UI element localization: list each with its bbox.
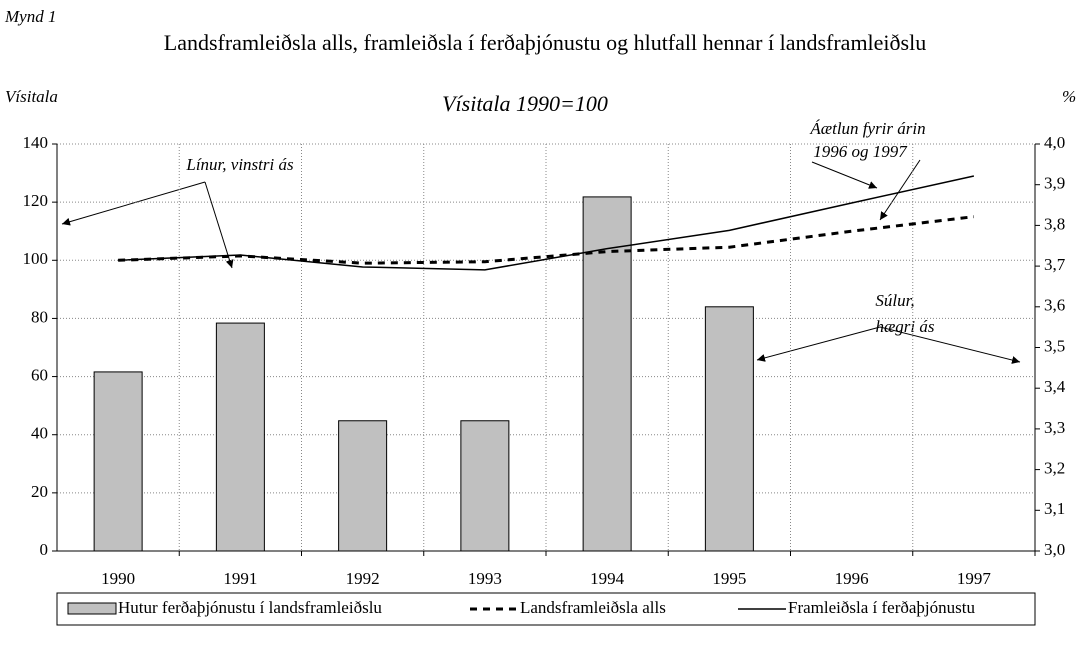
y2-tick-label: 3,3: [1044, 418, 1065, 437]
bar: [460, 420, 510, 552]
x-tick-label: 1997: [957, 569, 992, 588]
y2-axis-label: %: [1062, 87, 1076, 106]
legend-label: Landsframleiðsla alls: [520, 598, 666, 617]
y-tick-label: 40: [31, 424, 48, 443]
y-tick-label: 100: [23, 249, 49, 268]
x-tick-label: 1991: [223, 569, 257, 588]
y-axis-label: Vísitala: [5, 87, 58, 106]
legend-label: Framleiðsla í ferðaþjónustu: [788, 598, 975, 617]
bar: [215, 322, 265, 552]
bar: [338, 420, 388, 552]
y-tick-label: 80: [31, 307, 48, 326]
y2-tick-label: 3,0: [1044, 540, 1065, 559]
y2-tick-label: 3,8: [1044, 214, 1065, 233]
bar: [704, 306, 754, 552]
annotation: Áætlun fyrir árin: [809, 119, 925, 138]
y2-tick-label: 3,2: [1044, 459, 1065, 478]
legend-box: [56, 592, 1036, 626]
legend-label: Hutur ferðaþjónustu í landsframleiðslu: [118, 598, 382, 617]
annotation: hægri ás: [875, 317, 934, 336]
y2-tick-label: 3,5: [1044, 336, 1065, 355]
annotation-arrows: [61, 159, 1021, 364]
y-tick-label: 20: [31, 482, 48, 501]
y2-tick-label: 3,9: [1044, 174, 1065, 193]
y2-tick-label: 3,1: [1044, 499, 1065, 518]
y-tick-label: 60: [31, 365, 48, 384]
annotation: 1996 og 1997: [813, 142, 908, 161]
y-tick-label: 0: [40, 540, 49, 559]
x-tick-label: 1993: [468, 569, 502, 588]
y-tick-label: 120: [23, 191, 49, 210]
y2-tick-label: 3,7: [1044, 255, 1066, 274]
bar: [582, 196, 632, 552]
chart-title: Landsframleiðsla alls, framleiðsla í fer…: [163, 30, 927, 55]
x-tick-label: 1995: [712, 569, 746, 588]
x-tick-label: 1992: [346, 569, 380, 588]
x-tick-label: 1996: [835, 569, 869, 588]
annotation: Línur, vinstri ás: [185, 155, 294, 174]
y-tick-label: 140: [23, 133, 49, 152]
x-tick-label: 1990: [101, 569, 135, 588]
subtitle: Vísitala 1990=100: [442, 91, 608, 116]
figure-label: Mynd 1: [4, 7, 56, 26]
y2-tick-label: 3,4: [1044, 377, 1066, 396]
annotation: Súlur,: [875, 291, 914, 310]
legend-swatch: [67, 602, 117, 615]
y2-tick-label: 3,6: [1044, 296, 1065, 315]
y2-tick-label: 4,0: [1044, 133, 1065, 152]
line-series: [118, 175, 975, 271]
x-tick-label: 1994: [590, 569, 625, 588]
bar: [93, 371, 143, 552]
